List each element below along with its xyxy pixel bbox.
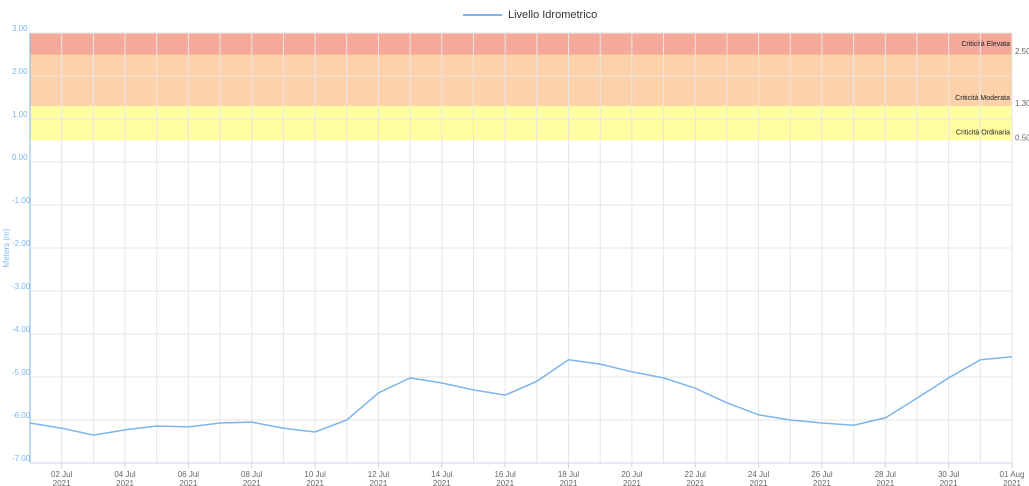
x-tick-label: 2021 — [813, 479, 831, 486]
x-tick-label: 2021 — [116, 479, 134, 486]
x-tick-label: 12 Jul — [368, 470, 390, 479]
y-tick-label: -6.00 — [12, 411, 31, 420]
data-line — [29, 356, 1013, 436]
x-tick-label: 2021 — [623, 479, 641, 486]
x-tick-label: 2021 — [179, 479, 197, 486]
x-tick-label: 14 Jul — [431, 470, 453, 479]
y-tick-label: -5.00 — [12, 368, 31, 377]
y-tick-label: 3.00 — [12, 24, 28, 33]
x-tick-label: 18 Jul — [558, 470, 580, 479]
x-tick-label: 06 Jul — [178, 470, 200, 479]
x-tick-label: 16 Jul — [494, 470, 516, 479]
x-tick-label: 2021 — [686, 479, 704, 486]
band-label: Criticità Elevata — [961, 41, 1010, 48]
x-tick-label: 10 Jul — [304, 470, 326, 479]
y-tick-label: -4.00 — [12, 325, 31, 334]
band-threshold-label: 2.50 — [1015, 47, 1029, 56]
y-axis-label: Meters (m) — [2, 228, 11, 267]
y-tick-label: -2.00 — [12, 239, 31, 248]
x-tick-label: 2021 — [53, 479, 71, 486]
band-label: Criticità Ordinaria — [956, 129, 1010, 136]
x-tick-label: 04 Jul — [114, 470, 136, 479]
x-tick-label: 2021 — [243, 479, 261, 486]
x-tick-label: 2021 — [433, 479, 451, 486]
y-tick-label: -3.00 — [12, 282, 31, 291]
x-tick-label: 20 Jul — [621, 470, 643, 479]
y-tick-label: 2.00 — [12, 67, 28, 76]
x-tick-label: 30 Jul — [938, 470, 960, 479]
band-threshold-label: 1.30 — [1015, 99, 1029, 108]
x-tick-label: 22 Jul — [685, 470, 707, 479]
x-tick-label: 01 Aug — [1000, 470, 1025, 479]
x-tick-label: 2021 — [750, 479, 768, 486]
threshold-band — [30, 106, 1012, 141]
y-tick-label: -7.00 — [12, 454, 31, 463]
x-tick-label: 2021 — [940, 479, 958, 486]
x-tick-label: 2021 — [876, 479, 894, 486]
y-tick-label: 1.00 — [12, 110, 28, 119]
threshold-band — [30, 33, 1012, 55]
y-tick-label: 0.00 — [12, 153, 28, 162]
threshold-band — [30, 54, 1012, 107]
x-tick-label: 2021 — [306, 479, 324, 486]
x-tick-label: 02 Jul — [51, 470, 73, 479]
x-tick-label: 2021 — [496, 479, 514, 486]
x-tick-label: 2021 — [370, 479, 388, 486]
x-tick-label: 26 Jul — [811, 470, 833, 479]
band-threshold-label: 0.50 — [1015, 134, 1029, 143]
x-tick-label: 2021 — [560, 479, 578, 486]
legend-label: Livello Idrometrico — [508, 9, 597, 21]
x-tick-label: 08 Jul — [241, 470, 263, 479]
x-tick-label: 24 Jul — [748, 470, 770, 479]
band-label: Criticità Moderata — [955, 95, 1010, 102]
x-tick-label: 2021 — [1003, 479, 1021, 486]
y-tick-label: -1.00 — [12, 196, 31, 205]
x-tick-label: 28 Jul — [875, 470, 897, 479]
